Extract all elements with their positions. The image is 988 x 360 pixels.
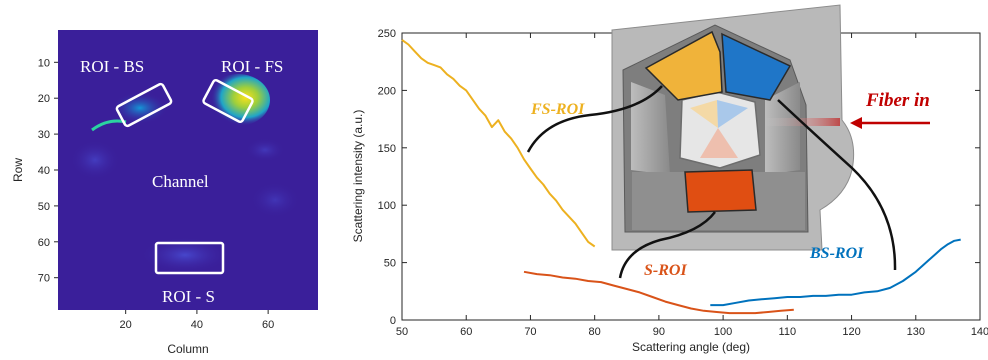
heatmap-panel: ROI - BS ROI - FS Channel ROI - S 20 40 60…: [11, 30, 318, 356]
heatmap-glow: [70, 140, 120, 180]
callout-bs: [777, 99, 897, 271]
roi-s-box: [154, 241, 225, 275]
roi-s-label: ROI - S: [162, 287, 215, 306]
callout-s: [618, 211, 716, 279]
roi-bs-label: ROI - BS: [80, 57, 144, 76]
xtick-label: 110: [779, 326, 797, 338]
ytick-label: 250: [378, 28, 396, 40]
heatmap-xtick-label: 40: [191, 319, 203, 331]
ytick-label: 50: [384, 258, 396, 270]
heatmap-hotspot-fs: [206, 74, 270, 126]
ytick-label: 100: [378, 200, 396, 212]
heatmap-glow: [245, 138, 285, 162]
xtick-label: 80: [589, 326, 601, 338]
roi-fs-box: [202, 79, 254, 123]
xtick-label: 90: [653, 326, 665, 338]
heatmap-hotspot-bs: [112, 92, 168, 124]
heatmap-axes: 20 40 60 10 20 30 40 50 60 70: [38, 57, 275, 331]
series-line-s-roi: [523, 270, 794, 315]
device-left-wall: [631, 82, 670, 175]
fiber-arrow-head: [850, 117, 862, 129]
line-chart-ylabel: Scattering intensity (a.u.): [351, 110, 365, 243]
annotation-fiber-in: Fiber in: [865, 90, 930, 111]
roi-fs-label: ROI - FS: [221, 57, 283, 76]
bs-detector-panel: [721, 32, 792, 101]
xtick-label: 60: [460, 326, 472, 338]
ytick-label: 150: [378, 143, 396, 155]
line-chart-series: [401, 39, 961, 315]
heatmap-xlabel: Column: [167, 342, 208, 356]
xtick-label: 130: [907, 326, 925, 338]
channel-label: Channel: [152, 172, 209, 191]
series-line-bs-roi: [710, 238, 961, 307]
center-wedge-s: [700, 128, 738, 158]
center-wedge-bs: [717, 100, 748, 128]
fs-detector-panel: [644, 30, 723, 101]
xtick-label: 70: [524, 326, 536, 338]
xtick-label: 140: [971, 326, 988, 338]
heatmap-ytick-label: 30: [38, 129, 50, 141]
callout-fs: [526, 85, 663, 153]
heatmap-glow: [140, 237, 230, 273]
xtick-label: 100: [714, 326, 732, 338]
annotation-bs-roi: BS-ROI: [809, 245, 864, 262]
ytick-label: 0: [390, 315, 396, 327]
series-line-fs-roi: [401, 39, 596, 248]
center-wedge-fs: [690, 100, 718, 128]
annotation-fs-roi: FS-ROI: [530, 101, 585, 118]
heatmap-ytick-label: 20: [38, 93, 50, 105]
device-illustration: [611, 4, 855, 251]
device-right-wall: [765, 82, 800, 175]
heatmap-ytick-label: 60: [38, 237, 50, 249]
heatmap-ylabel: Row: [11, 158, 25, 182]
heatmap-glow: [250, 182, 300, 218]
ytick-label: 200: [378, 85, 396, 97]
xtick-label: 50: [396, 326, 408, 338]
heatmap-ytick-label: 70: [38, 273, 50, 285]
annotation-s-roi: S-ROI: [644, 262, 687, 279]
roi-bs-box: [115, 82, 173, 128]
s-detector-panel: [684, 169, 757, 213]
heatmap-xtick-label: 20: [120, 319, 132, 331]
xtick-label: 120: [842, 326, 860, 338]
heatmap-ytick-label: 50: [38, 201, 50, 213]
line-chart-xlabel: Scattering angle (deg): [632, 340, 750, 354]
heatmap-xtick-label: 60: [262, 319, 274, 331]
heatmap-ytick-label: 10: [38, 57, 50, 69]
heatmap-ytick-label: 40: [38, 165, 50, 177]
